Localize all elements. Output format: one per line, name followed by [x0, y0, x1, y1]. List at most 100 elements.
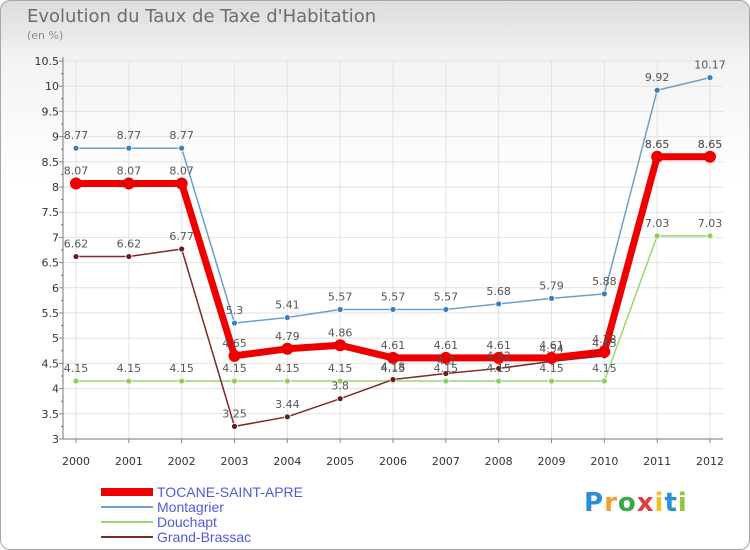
x-tick-label: 2012 [696, 455, 724, 468]
data-point-montagrier [442, 306, 450, 313]
data-point-tocane [439, 351, 452, 364]
chart-unit: (en %) [27, 29, 64, 42]
x-tick-label: 2008 [485, 455, 513, 468]
y-tick-label: 6 [52, 282, 59, 295]
data-label-tocane: 4.86 [328, 326, 353, 339]
y-tick-label: 5.5 [42, 307, 60, 320]
legend-item-tocane[interactable]: TOCANE-SAINT-APRE [101, 485, 421, 500]
data-label-douchapt: 4.15 [64, 362, 89, 375]
data-point-douchapt [495, 377, 503, 385]
legend-label-tocane: TOCANE-SAINT-APRE [157, 484, 303, 500]
y-tick-label: 10 [45, 80, 59, 93]
data-point-douchapt [442, 377, 450, 385]
legend-swatch-montagrier [101, 506, 153, 508]
data-point-grand_brassac [336, 395, 344, 403]
data-point-montagrier [336, 306, 344, 313]
legend-item-montagrier[interactable]: Montagrier [101, 500, 421, 515]
legend-swatch-tocane [101, 488, 153, 496]
data-label-douchapt: 4.15 [539, 362, 564, 375]
data-label-tocane: 8.07 [117, 164, 142, 177]
data-label-grand_brassac: 8.65 [698, 138, 723, 151]
data-point-grand_brassac [125, 253, 133, 260]
data-point-tocane [492, 351, 505, 364]
data-point-grand_brassac [495, 365, 503, 372]
data-label-montagrier: 5.57 [328, 290, 353, 303]
data-point-grand_brassac [72, 253, 80, 260]
x-tick-label: 2005 [326, 455, 354, 468]
chart-title: Evolution du Taux de Taxe d'Habitation [27, 6, 377, 27]
data-point-grand_brassac [283, 413, 291, 421]
data-label-montagrier: 8.77 [169, 129, 194, 142]
data-point-tocane [334, 339, 347, 352]
data-point-douchapt [72, 377, 80, 385]
data-label-tocane: 4.61 [539, 339, 564, 352]
data-point-tocane [545, 351, 558, 364]
data-point-tocane [704, 150, 716, 163]
legend-label-douchapt: Douchapt [157, 514, 217, 530]
data-point-douchapt [336, 377, 344, 385]
data-label-douchapt: 4.15 [275, 362, 300, 375]
data-point-douchapt [283, 377, 291, 385]
data-label-douchapt: 4.15 [117, 362, 142, 375]
data-label-grand_brassac: 6.62 [64, 238, 89, 251]
data-label-montagrier: 8.77 [64, 129, 89, 142]
legend-item-douchapt[interactable]: Douchapt [101, 515, 421, 530]
data-label-tocane: 8.07 [64, 164, 89, 177]
series-montagrier [72, 74, 714, 327]
data-label-tocane: 4.73 [592, 333, 617, 346]
logo-letter: i [677, 488, 688, 518]
legend-item-grand-brassac[interactable]: Grand-Brassac [101, 530, 421, 545]
x-tick-label: 2007 [432, 455, 460, 468]
data-point-montagrier [389, 306, 397, 313]
y-tick-label: 3.5 [42, 408, 60, 421]
data-label-grand_brassac: 4.3 [437, 354, 455, 367]
data-point-montagrier [178, 144, 186, 152]
data-label-tocane: 8.07 [169, 164, 194, 177]
legend-swatch-douchapt [101, 521, 153, 523]
data-label-douchapt: 4.15 [169, 362, 194, 375]
x-tick-label: 2002 [168, 455, 196, 468]
legend-label-grand-brassac: Grand-Brassac [157, 529, 252, 545]
data-point-douchapt [653, 232, 661, 240]
data-label-montagrier: 5.88 [592, 275, 617, 288]
y-tick-label: 3 [52, 433, 59, 446]
proxiti-logo: Proxiti [584, 488, 688, 518]
data-point-douchapt [548, 377, 555, 385]
data-labels: 8.07 8.07 8.07 4.65 4.79 4.86 4.61 4.61 4.61 4.61… [64, 59, 726, 421]
data-label-douchapt: 7.03 [698, 217, 723, 230]
y-tick-labels: 3 3.5 4 4.5 5 5.5 6 6.5 7 7.5 8 8.5 9 9.5 10 10.5 [35, 55, 60, 446]
data-point-montagrier [72, 144, 80, 152]
data-label-grand_brassac: 4.54 [539, 342, 564, 355]
logo-letter: o [617, 488, 637, 518]
x-tick-label: 2009 [538, 455, 566, 468]
logo-letter: P [584, 488, 605, 518]
x-tick-label: 2000 [62, 455, 90, 468]
y-tick-label: 9 [52, 131, 59, 144]
x-tick-label: 2011 [643, 455, 671, 468]
data-label-tocane: 4.65 [222, 337, 247, 350]
data-point-grand_brassac [178, 245, 186, 253]
data-label-tocane: 4.61 [381, 339, 406, 352]
data-point-tocane [70, 177, 82, 190]
data-label-douchapt: 4.15 [486, 362, 511, 375]
series-group [70, 74, 716, 430]
x-tick-labels: 2000 2001 2002 2003 2004 2005 2006 2007 2008 2009… [62, 455, 724, 468]
data-point-tocane [281, 342, 294, 355]
logo-letter: t [664, 488, 678, 518]
data-point-montagrier [600, 290, 608, 298]
data-label-montagrier: 10.17 [694, 59, 726, 72]
data-point-douchapt [231, 377, 238, 385]
data-label-montagrier: 5.41 [275, 299, 300, 312]
data-label-tocane: 4.79 [275, 330, 300, 343]
data-label-douchapt: 4.15 [381, 362, 406, 375]
data-label-douchapt: 4.15 [592, 362, 617, 375]
legend-label-montagrier: Montagrier [157, 499, 224, 515]
y-tick-label: 6.5 [42, 257, 60, 270]
data-label-grand_brassac: 4.18 [381, 361, 406, 374]
x-tick-label: 2001 [115, 455, 143, 468]
y-tick-label: 8 [52, 181, 59, 194]
data-label-grand_brassac: 3.25 [222, 407, 247, 420]
data-point-douchapt [178, 377, 186, 385]
